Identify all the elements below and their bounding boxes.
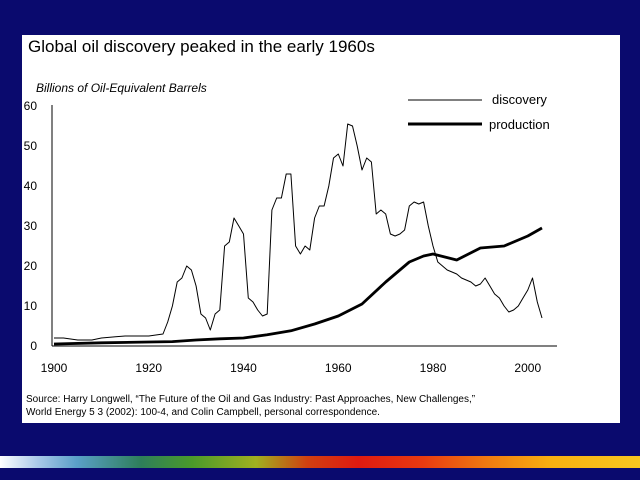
series-lines: [53, 123, 543, 346]
series-line-discovery: [54, 123, 543, 341]
x-tick-label: 1940: [230, 361, 257, 375]
x-tick-labels: 1900 1920 1940 1960 1980 2000: [41, 361, 542, 375]
y-tick-labels: 0 10 20 30 40 50 60: [24, 99, 38, 353]
oil-discovery-chart: Global oil discovery peaked in the early…: [24, 37, 557, 418]
decorative-color-strip: [0, 456, 640, 468]
legend-label-production: production: [489, 117, 550, 132]
source-note-line1: Source: Harry Longwell, “The Future of t…: [26, 394, 475, 405]
y-tick-label: 40: [24, 179, 38, 193]
x-tick-label: 1920: [135, 361, 162, 375]
y-tick-label: 60: [24, 99, 38, 113]
y-tick-label: 30: [24, 219, 38, 233]
y-tick-label: 10: [24, 299, 38, 313]
x-tick-label: 1960: [325, 361, 352, 375]
y-tick-label: 20: [24, 259, 38, 273]
x-tick-label: 2000: [514, 361, 541, 375]
chart-title: Global oil discovery peaked in the early…: [28, 37, 375, 56]
legend: discovery production: [408, 92, 550, 132]
legend-label-discovery: discovery: [492, 92, 547, 107]
series-line-production: [53, 226, 543, 346]
source-note-line2: World Energy 5 3 (2002): 100-4, and Coli…: [26, 407, 380, 418]
slide-panel: Global oil discovery peaked in the early…: [22, 35, 620, 423]
x-tick-label: 1900: [41, 361, 68, 375]
y-axis-label: Billions of Oil-Equivalent Barrels: [36, 81, 207, 95]
x-tick-label: 1980: [420, 361, 447, 375]
y-tick-label: 0: [30, 339, 37, 353]
y-tick-label: 50: [24, 139, 38, 153]
